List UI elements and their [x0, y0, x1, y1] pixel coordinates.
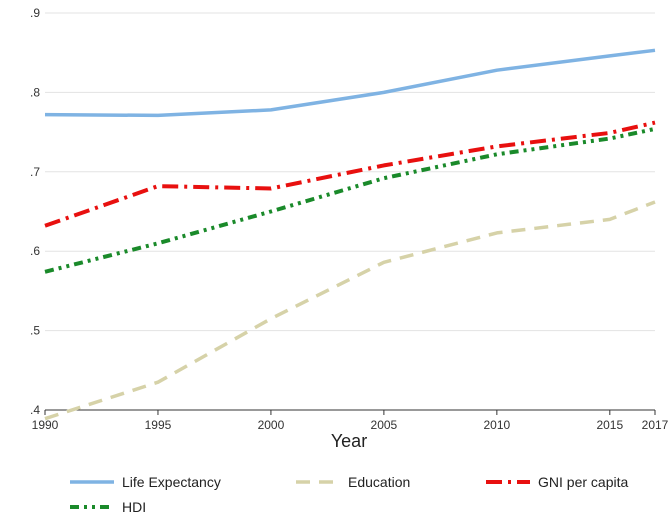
x-tick-label: 2010	[484, 418, 511, 432]
x-tick-label: 2015	[596, 418, 623, 432]
x-tick-label: 1995	[145, 418, 172, 432]
x-tick-label: 1990	[32, 418, 59, 432]
legend-label-life-expectancy: Life Expectancy	[122, 474, 221, 490]
y-tick-label: .9	[30, 6, 40, 20]
x-tick-label: 2017	[642, 418, 668, 432]
y-tick-label: .5	[30, 324, 40, 338]
y-tick-label: .7	[30, 165, 40, 179]
x-axis-title: Year	[331, 431, 367, 451]
x-tick-label: 2000	[258, 418, 285, 432]
series-line-hdi	[44, 126, 656, 274]
series-line-life-expectancy	[44, 48, 656, 118]
legend-label-gni-per-capita: GNI per capita	[538, 474, 628, 490]
series-line-gni-per-capita	[44, 120, 656, 228]
y-axis: .4 .5 .6 .7 .8 .9	[30, 6, 40, 417]
legend-label-education: Education	[348, 474, 410, 490]
x-tick-label: 2005	[371, 418, 398, 432]
series-lines	[44, 48, 656, 421]
legend-label-hdi: HDI	[122, 499, 146, 515]
series-line-education	[44, 200, 656, 421]
y-tick-label: .4	[30, 403, 40, 417]
legend: Life Expectancy Education GNI per capita HD…	[70, 474, 628, 515]
x-axis: 1990 1995 2000 2005 2010 2015 2017	[32, 409, 668, 432]
y-tick-label: .6	[30, 244, 40, 258]
y-tick-label: .8	[30, 85, 40, 99]
grid	[45, 12, 655, 411]
